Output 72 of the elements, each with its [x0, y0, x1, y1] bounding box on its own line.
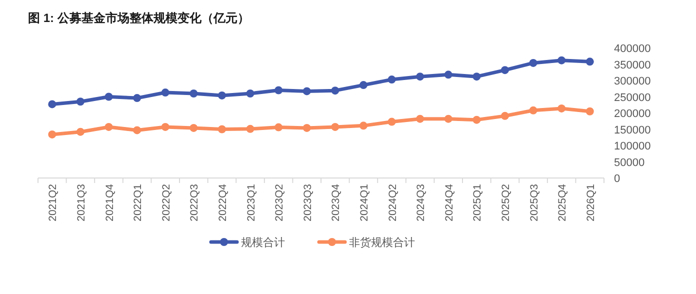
point: [76, 98, 84, 106]
point: [133, 94, 142, 102]
point: [359, 81, 368, 90]
point: [246, 90, 254, 98]
x-tick-label: 2024Q3: [415, 184, 428, 222]
point: [529, 58, 538, 67]
point: [331, 86, 340, 95]
point: [444, 70, 452, 79]
x-tick-label: 2021Q2: [47, 184, 60, 222]
y-tick-label: 400000: [614, 43, 651, 55]
y-tick-label: 100000: [614, 140, 651, 152]
x-tick-label: 2024Q4: [443, 184, 456, 222]
point: [331, 122, 340, 131]
point: [472, 72, 481, 81]
y-tick-label: 150000: [614, 124, 651, 136]
x-tick-label: 2022Q1: [132, 184, 144, 222]
point: [416, 72, 424, 81]
x-tick-label: 2024Q2: [386, 184, 399, 222]
point: [48, 100, 56, 108]
x-tick-label: 2025Q3: [528, 184, 540, 222]
x-tick-label: 2022Q3: [188, 184, 201, 222]
y-tick-label: 350000: [614, 59, 651, 72]
x-tick-label: 2021Q3: [75, 184, 88, 222]
point: [104, 122, 113, 131]
point: [161, 122, 170, 131]
point: [500, 66, 509, 74]
x-tick-label: 2025Q1: [472, 184, 484, 222]
y-tick-label: 300000: [614, 76, 651, 88]
chart-title: 图 1: 公募基金市场整体规模变化（亿元）: [28, 11, 250, 25]
x-tick-label: 2025Q2: [500, 184, 512, 222]
legend-label: 非货规模合计: [349, 236, 415, 249]
y-tick-label: 250000: [614, 92, 651, 104]
y-tick-label: 0: [614, 173, 620, 185]
point: [48, 130, 56, 138]
x-tick-label: 2026Q1: [584, 184, 597, 222]
point: [190, 124, 198, 132]
point: [161, 88, 170, 97]
point: [558, 104, 566, 112]
x-tick-label: 2023Q4: [330, 184, 342, 222]
x-tick-label: 2025Q4: [556, 184, 569, 222]
point: [76, 128, 84, 136]
legend-label: 规模合计: [241, 236, 285, 249]
x-tick-label: 2023Q2: [274, 184, 286, 222]
point: [558, 56, 566, 64]
point: [500, 112, 509, 120]
point: [274, 123, 283, 132]
x-tick-label: 2022Q2: [160, 184, 172, 222]
point: [104, 92, 113, 101]
x-tick-label: 2023Q1: [245, 184, 258, 222]
x-tick-label: 2023Q3: [302, 184, 314, 222]
point: [359, 122, 368, 130]
point: [302, 124, 311, 132]
point: [218, 125, 226, 134]
x-tick-label: 2021Q4: [104, 184, 116, 222]
point: [133, 126, 142, 134]
point: [529, 106, 538, 114]
point: [586, 58, 594, 66]
point: [472, 116, 481, 124]
x-tick-label: 2022Q4: [216, 184, 229, 222]
y-tick-label: 200000: [614, 108, 651, 120]
point: [388, 76, 396, 84]
point: [302, 87, 311, 96]
point: [586, 107, 594, 116]
x-tick-label: 2024Q1: [358, 184, 370, 222]
point: [444, 114, 452, 123]
point: [388, 118, 396, 126]
y-tick-label: 50000: [614, 156, 645, 169]
point: [190, 90, 198, 98]
point: [246, 124, 254, 133]
point: [416, 114, 424, 123]
point: [218, 91, 226, 100]
point: [274, 86, 283, 94]
